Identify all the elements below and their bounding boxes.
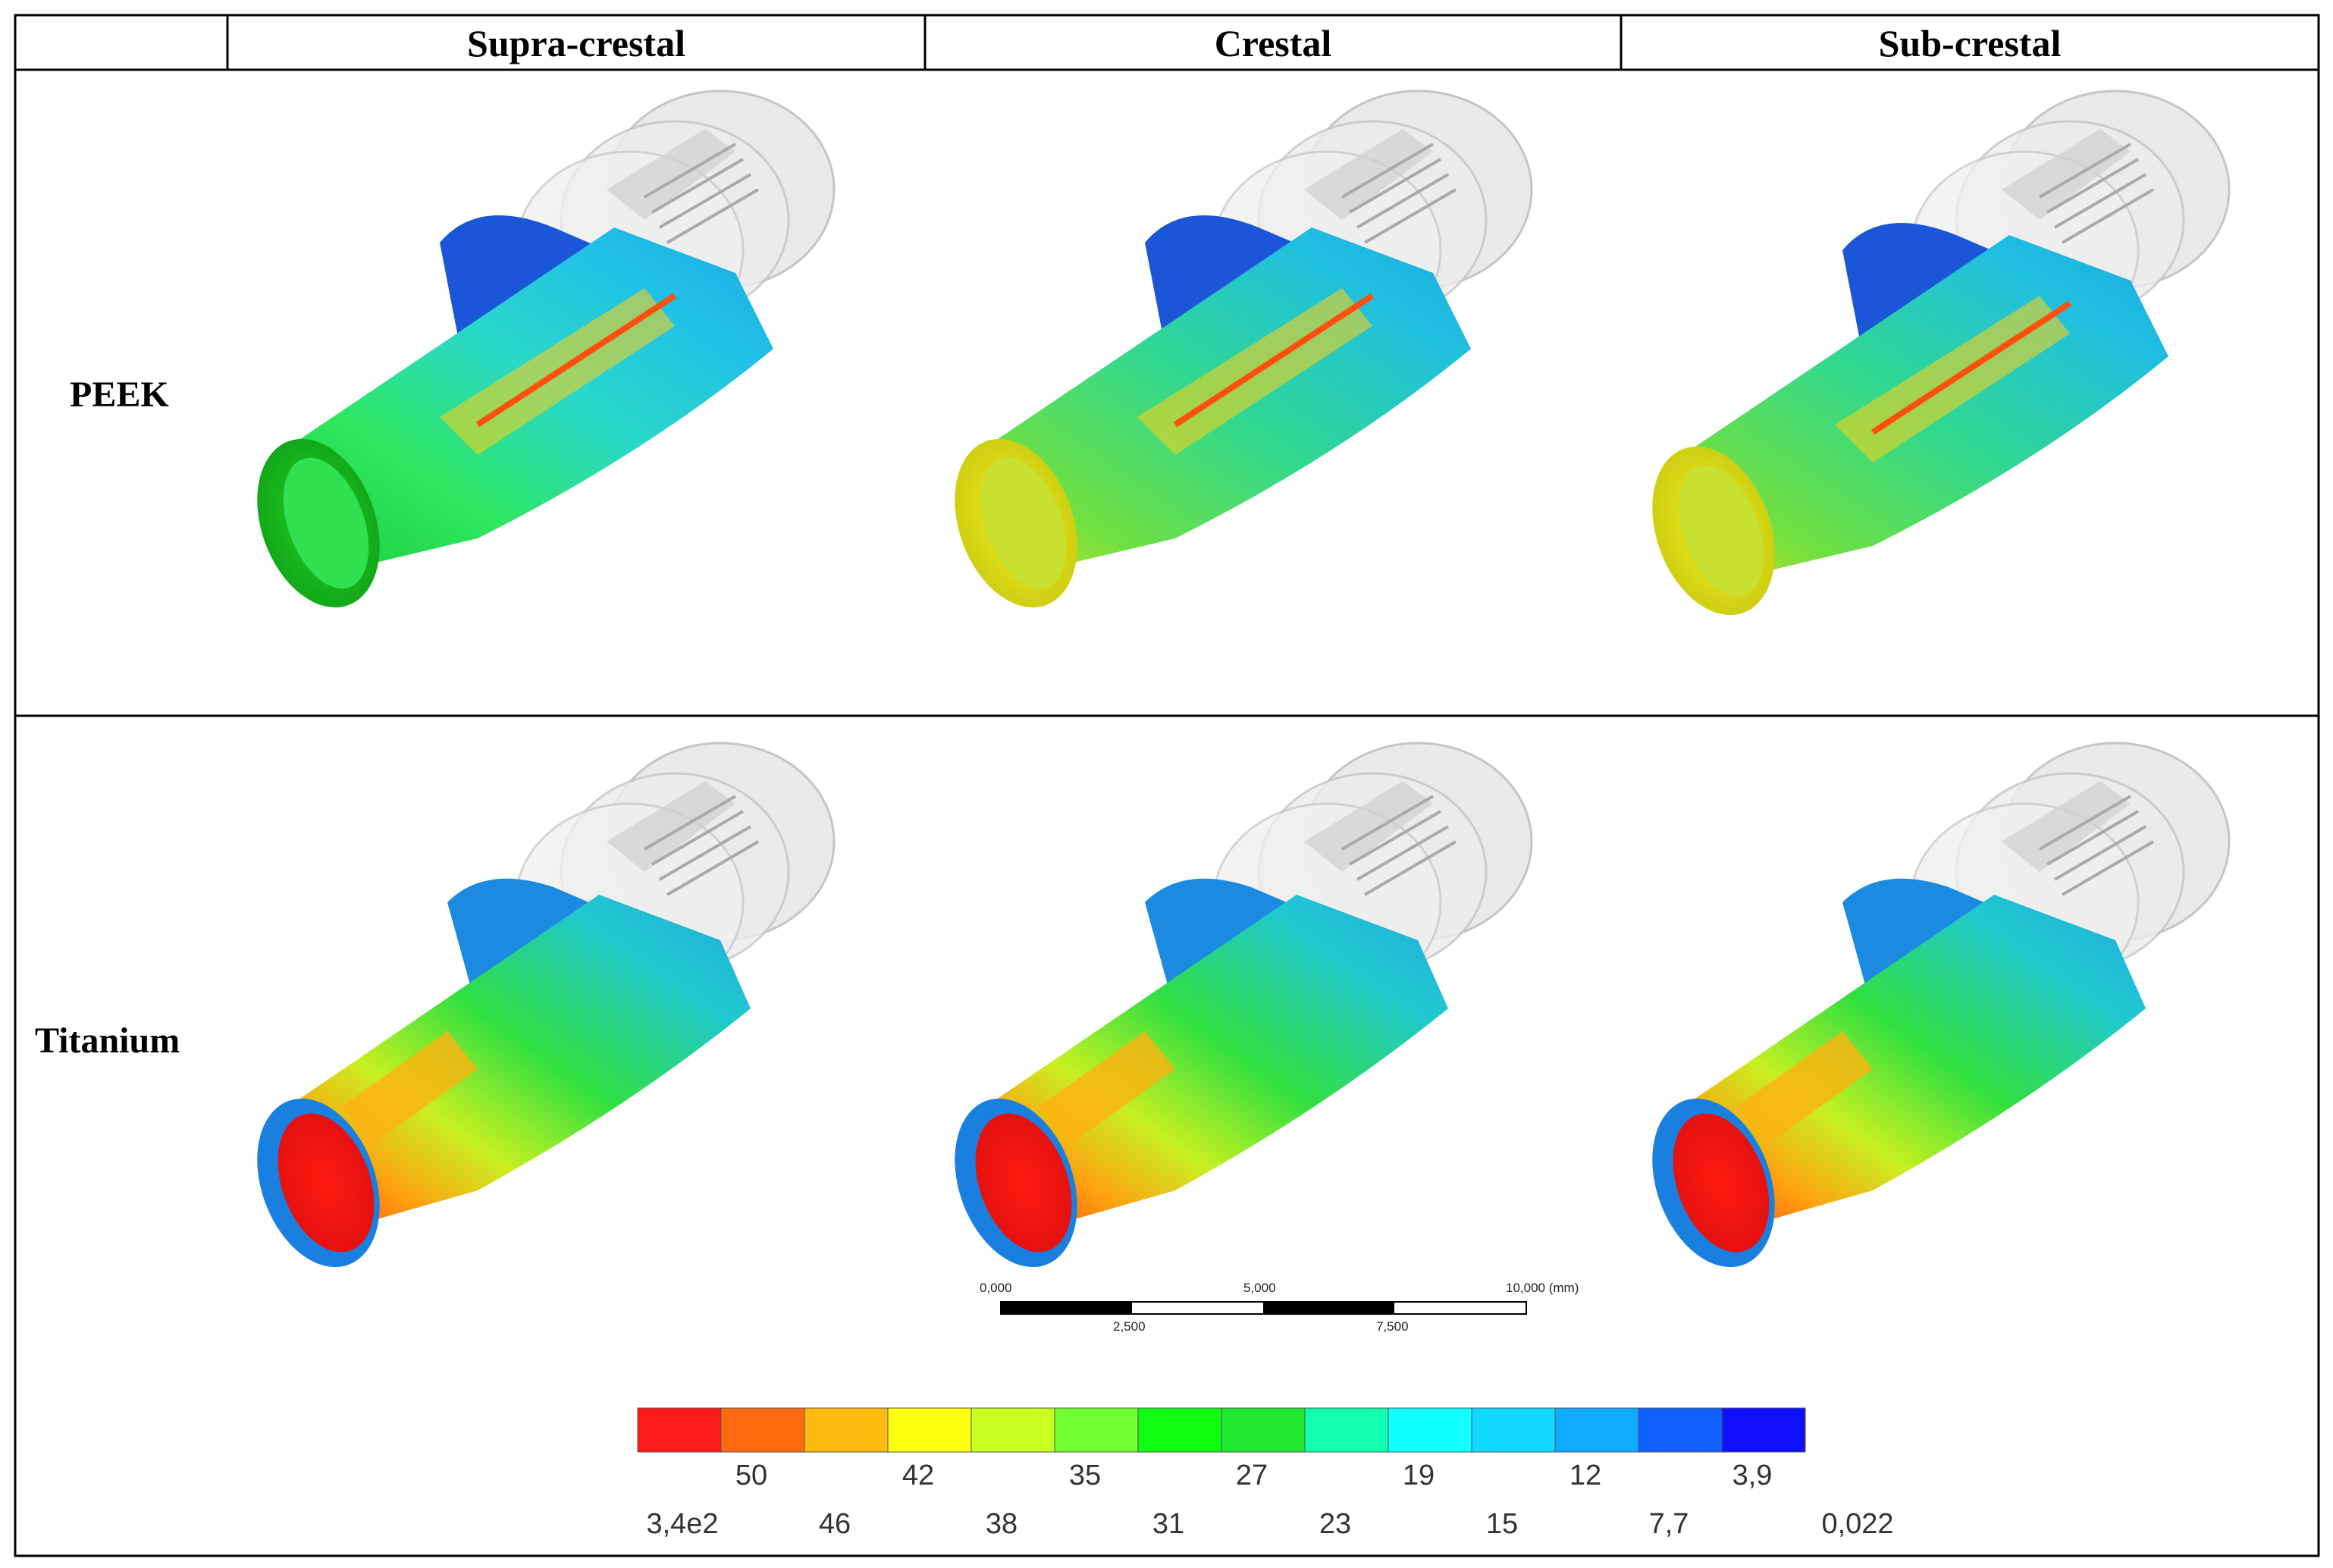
legend-label: 31 — [1152, 1508, 1184, 1540]
legend-label: 12 — [1569, 1460, 1601, 1491]
legend-label: 3,9 — [1733, 1460, 1773, 1491]
scale-bar: 0,000 5,000 10,000 (mm) 2,500 7,500 — [980, 1281, 1579, 1334]
implant-titanium-crestal — [955, 742, 1533, 1268]
legend-swatch — [1388, 1407, 1472, 1453]
legend-swatch — [1638, 1407, 1723, 1453]
implant-peek-crestal — [955, 89, 1533, 608]
table-grid — [14, 14, 2320, 1557]
legend-swatch — [1471, 1407, 1556, 1453]
row-label-titanium: Titanium — [35, 1021, 180, 1061]
legend-label: 23 — [1319, 1508, 1351, 1540]
legend-swatch — [1054, 1407, 1139, 1453]
legend-label: 7,7 — [1649, 1508, 1689, 1540]
legend-swatch — [971, 1407, 1055, 1453]
scale-label-10: 10,000 (mm) — [1506, 1281, 1579, 1295]
color-legend — [637, 1407, 1806, 1453]
column-header-crestal: Crestal — [1215, 22, 1332, 64]
legend-label: 42 — [902, 1460, 934, 1491]
scale-label-5: 5,000 — [1243, 1281, 1276, 1295]
legend-label: 15 — [1486, 1508, 1518, 1540]
legend-swatch — [1554, 1407, 1639, 1453]
legend-upper-labels: 50 42 35 27 19 12 3,9 — [735, 1460, 1773, 1491]
legend-swatch — [1221, 1407, 1306, 1453]
scale-label-0: 0,000 — [980, 1281, 1012, 1295]
legend-lower-labels: 3,4e2 46 38 31 23 15 7,7 0,022 — [646, 1508, 1893, 1540]
legend-label: 3,4e2 — [646, 1508, 718, 1540]
legend-label: 27 — [1236, 1460, 1268, 1491]
legend-label: 0,022 — [1821, 1508, 1893, 1540]
legend-label: 38 — [986, 1508, 1018, 1540]
legend-label: 19 — [1403, 1460, 1435, 1491]
column-header-supra-crestal: Supra-crestal — [467, 22, 685, 64]
legend-swatch — [637, 1407, 722, 1453]
legend-swatch — [1304, 1407, 1389, 1453]
legend-label: 35 — [1069, 1460, 1101, 1491]
column-header-sub-crestal: Sub-crestal — [1879, 22, 2062, 64]
implant-peek-supra-crestal — [257, 89, 836, 608]
implant-peek-sub-crestal — [1652, 89, 2231, 616]
scale-bar-segment-1 — [1001, 1302, 1132, 1314]
scale-label-7-5: 7,500 — [1376, 1319, 1409, 1334]
implant-titanium-supra-crestal — [257, 742, 836, 1268]
scale-bar-segment-3 — [1263, 1302, 1394, 1314]
scale-label-2-5: 2,500 — [1113, 1319, 1146, 1334]
implant-titanium-sub-crestal — [1652, 742, 2231, 1268]
legend-swatch — [720, 1407, 805, 1453]
legend-label: 46 — [819, 1508, 851, 1540]
legend-swatch — [1721, 1407, 1806, 1453]
legend-swatch — [887, 1407, 972, 1453]
row-label-peek: PEEK — [70, 375, 169, 415]
legend-label: 50 — [735, 1460, 767, 1491]
legend-swatch — [1137, 1407, 1222, 1453]
legend-swatch — [804, 1407, 889, 1453]
